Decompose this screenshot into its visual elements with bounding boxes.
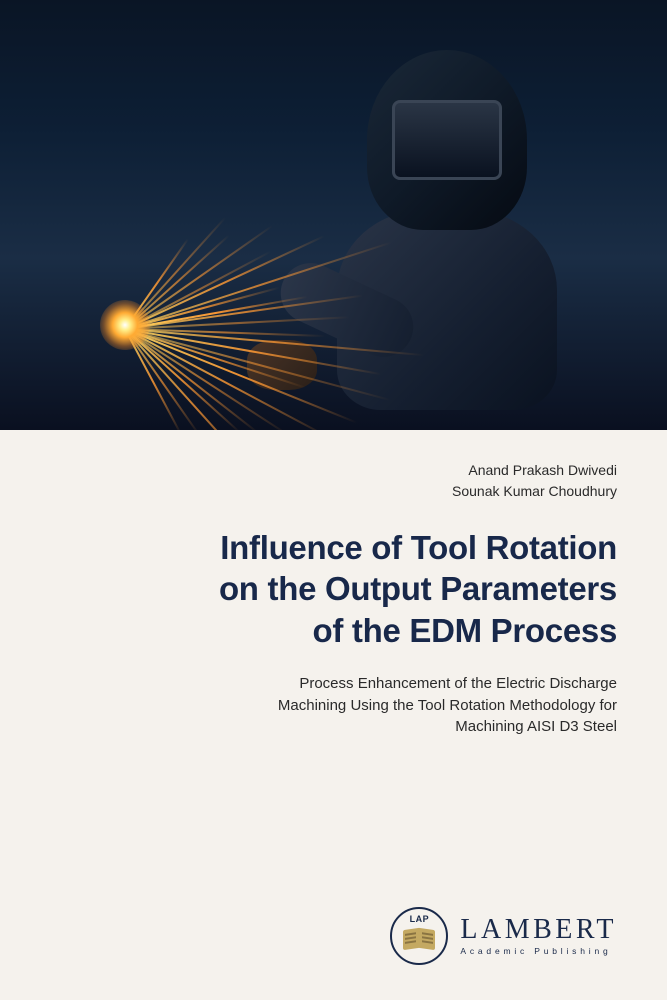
cover-photo [0,0,667,430]
text-content: Anand Prakash Dwivedi Sounak Kumar Choud… [0,430,667,738]
author-1: Anand Prakash Dwivedi [50,460,617,481]
publisher-tagline: Academic Publishing [460,947,617,956]
welder-figure [307,50,587,390]
publisher-block: LAP LAMBERT Academic Publishing [390,907,617,965]
subtitle-line-3: Machining AISI D3 Steel [50,716,617,738]
subtitle-line-1: Process Enhancement of the Electric Disc… [50,673,617,695]
subtitle-line-2: Machining Using the Tool Rotation Method… [50,695,617,717]
publisher-text: LAMBERT Academic Publishing [460,916,617,956]
publisher-logo: LAP [390,907,448,965]
author-names: Anand Prakash Dwivedi Sounak Kumar Choud… [50,460,617,502]
book-icon [403,929,435,951]
book-subtitle: Process Enhancement of the Electric Disc… [50,673,617,738]
author-2: Sounak Kumar Choudhury [50,481,617,502]
publisher-name: LAMBERT [460,916,617,944]
title-line-2: on the Output Parameters [50,568,617,609]
title-line-3: of the EDM Process [50,610,617,651]
logo-text: LAP [410,914,430,924]
weld-flash [100,300,150,350]
book-title: Influence of Tool Rotation on the Output… [50,527,617,651]
title-line-1: Influence of Tool Rotation [50,527,617,568]
